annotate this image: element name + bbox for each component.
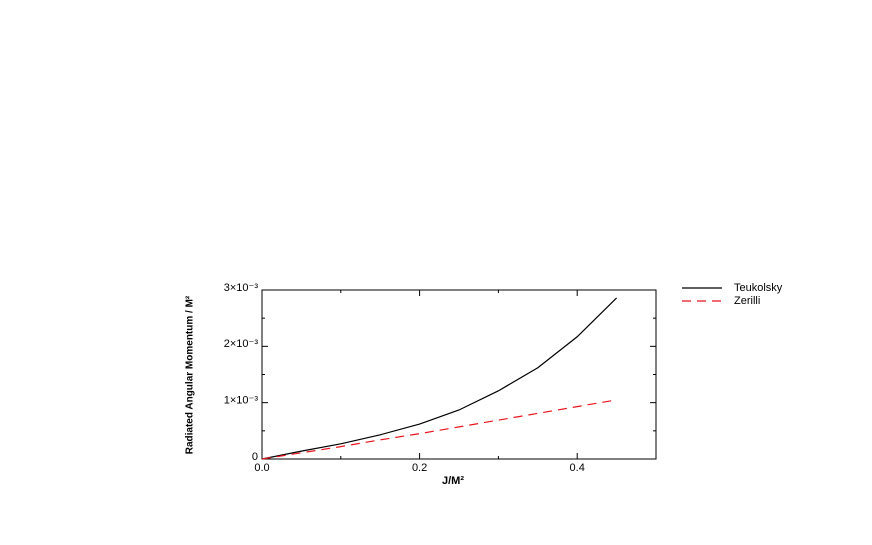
y-tick-label: 2×10⁻³	[224, 338, 259, 350]
y-tick-label: 0	[252, 451, 258, 463]
x-tick-label: 0.4	[570, 462, 585, 474]
plot-frame	[261, 289, 657, 460]
y-tick-label: 1×10⁻³	[224, 395, 259, 407]
y-axis-label: Radiated Angular Momentum / M²	[185, 295, 196, 454]
series-line	[261, 297, 618, 460]
x-tick-label: 0.0	[254, 462, 269, 474]
legend-label: Zerilli	[734, 295, 760, 307]
x-tick-label: 0.2	[412, 462, 427, 474]
legend-label: Teukolsky	[734, 282, 783, 294]
series-line	[261, 399, 617, 460]
y-tick-label: 3×10⁻³	[224, 282, 259, 294]
x-axis-label: J/M²	[442, 475, 464, 487]
